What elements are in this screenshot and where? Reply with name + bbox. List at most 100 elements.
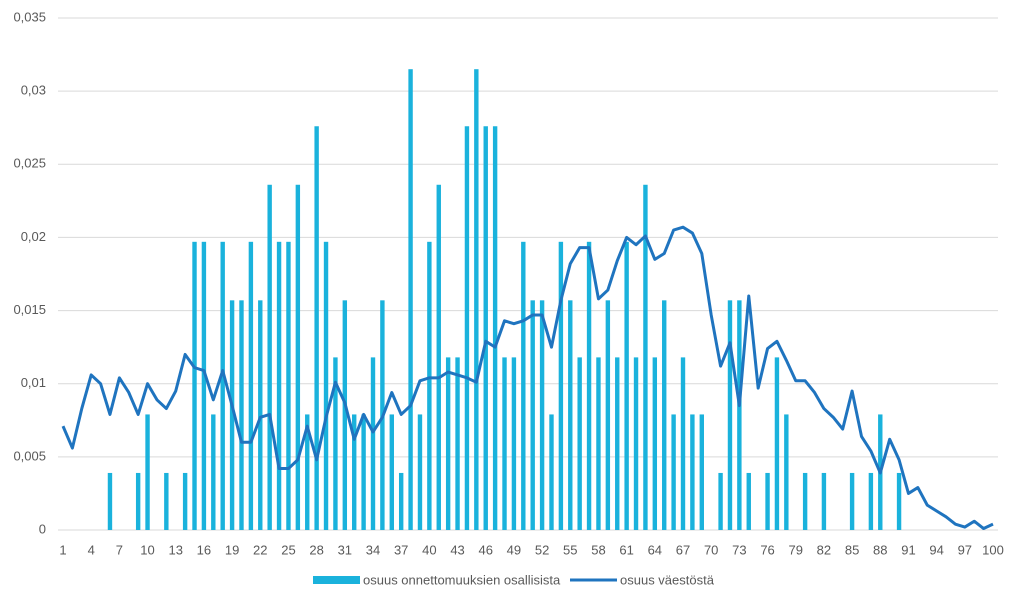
bar (765, 472, 770, 530)
x-tick-label: 73 (732, 542, 746, 557)
bar (107, 472, 113, 530)
bar (248, 241, 254, 530)
x-tick-label: 49 (507, 542, 521, 557)
bar (239, 300, 244, 530)
bar (492, 126, 498, 530)
x-tick-label: 22 (253, 542, 267, 557)
bar (352, 414, 357, 530)
bar (182, 472, 188, 530)
bar (662, 300, 667, 530)
bar (605, 300, 611, 530)
bar (737, 300, 742, 530)
bar (229, 300, 235, 530)
x-tick-label: 4 (88, 542, 95, 557)
x-tick-label: 13 (168, 542, 182, 557)
bar (680, 357, 686, 530)
bar (417, 414, 423, 530)
bar (408, 69, 413, 530)
bar (652, 357, 658, 530)
bar (192, 241, 197, 530)
bar (445, 357, 451, 530)
bar (342, 300, 348, 530)
x-tick-label: 64 (648, 542, 662, 557)
bar (690, 414, 695, 530)
bar (558, 241, 564, 530)
x-tick-label: 94 (929, 542, 943, 557)
bar (276, 241, 282, 530)
bar (267, 184, 272, 530)
x-tick-label: 88 (873, 542, 887, 557)
bar (333, 357, 338, 530)
bar (746, 472, 751, 530)
bar (643, 184, 648, 530)
bar (511, 357, 517, 530)
bar (474, 69, 479, 530)
bar (201, 241, 207, 530)
x-tick-label: 100 (982, 542, 1004, 557)
bar (633, 357, 639, 530)
x-tick-label: 40 (422, 542, 436, 557)
bar (624, 241, 629, 530)
y-tick-label: 0,035 (13, 9, 46, 24)
bar (577, 357, 582, 530)
bar (455, 357, 460, 530)
x-tick-label: 82 (817, 542, 831, 557)
bar (305, 414, 310, 530)
bar (699, 414, 704, 530)
x-tick-label: 61 (619, 542, 633, 557)
bar (784, 414, 789, 530)
legend-label: osuus väestöstä (620, 572, 715, 587)
bar (464, 126, 470, 530)
x-tick-label: 52 (535, 542, 549, 557)
bar (427, 241, 432, 530)
line (61, 225, 994, 531)
bar (530, 300, 535, 530)
x-tick-label: 85 (845, 542, 859, 557)
x-tick-label: 97 (958, 542, 972, 557)
y-tick-label: 0,015 (13, 302, 46, 317)
x-tick-label: 55 (563, 542, 577, 557)
x-tick-label: 43 (450, 542, 464, 557)
x-tick-label: 31 (338, 542, 352, 557)
x-tick-label: 58 (591, 542, 605, 557)
y-tick-label: 0,025 (13, 156, 46, 171)
x-tick-label: 79 (788, 542, 802, 557)
bar (370, 357, 376, 530)
x-tick-label: 1 (59, 542, 66, 557)
x-tick-label: 28 (309, 542, 323, 557)
x-tick-label: 7 (116, 542, 123, 557)
legend-label: osuus onnettomuuksien osallisista (363, 572, 561, 587)
x-tick-label: 19 (225, 542, 239, 557)
x-tick-label: 91 (901, 542, 915, 557)
bar (896, 472, 902, 530)
x-tick-label: 67 (676, 542, 690, 557)
bar (671, 414, 676, 530)
x-tick-label: 10 (140, 542, 154, 557)
bar (568, 300, 573, 530)
bar (164, 472, 169, 530)
bar (483, 126, 488, 530)
legend-swatch (313, 576, 360, 584)
bar (398, 472, 404, 530)
bar (586, 241, 592, 530)
bar (615, 357, 620, 530)
bar (718, 472, 723, 530)
bar (220, 241, 225, 530)
bar (145, 414, 150, 530)
y-tick-label: 0,02 (21, 229, 46, 244)
x-tick-label: 16 (197, 542, 211, 557)
bar (258, 300, 263, 530)
bar (502, 357, 507, 530)
y-tick-label: 0 (39, 521, 46, 536)
y-tick-label: 0,03 (21, 83, 46, 98)
bar (549, 414, 554, 530)
bar (521, 241, 526, 530)
bar (286, 241, 291, 530)
bar (323, 241, 329, 530)
bar (135, 472, 141, 530)
bar (314, 126, 319, 530)
bar (868, 472, 874, 530)
x-tick-label: 76 (760, 542, 774, 557)
bar (295, 184, 301, 530)
